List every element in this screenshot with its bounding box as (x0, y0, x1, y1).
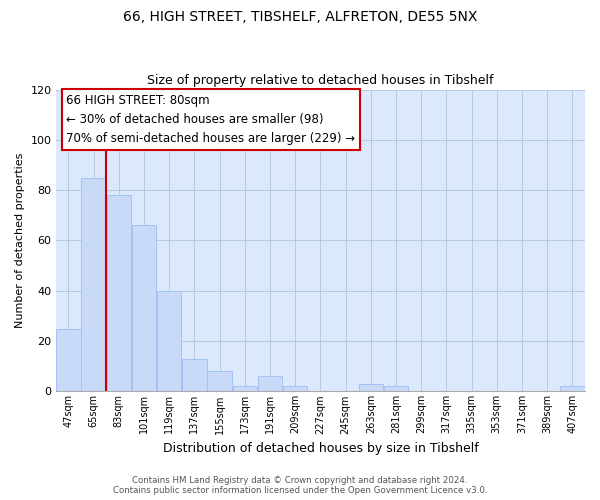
X-axis label: Distribution of detached houses by size in Tibshelf: Distribution of detached houses by size … (163, 442, 478, 455)
Bar (359, 384, 383, 392)
Bar (384, 386, 408, 392)
Bar (258, 376, 282, 392)
Y-axis label: Number of detached properties: Number of detached properties (15, 153, 25, 328)
Bar (208, 372, 232, 392)
Text: 66, HIGH STREET, TIBSHELF, ALFRETON, DE55 5NX: 66, HIGH STREET, TIBSHELF, ALFRETON, DE5… (123, 10, 477, 24)
Bar (157, 291, 181, 392)
Bar (107, 195, 131, 392)
Text: Contains HM Land Registry data © Crown copyright and database right 2024.
Contai: Contains HM Land Registry data © Crown c… (113, 476, 487, 495)
Bar (283, 386, 307, 392)
Bar (132, 226, 156, 392)
Title: Size of property relative to detached houses in Tibshelf: Size of property relative to detached ho… (147, 74, 494, 87)
Bar (560, 386, 584, 392)
Text: 66 HIGH STREET: 80sqm
← 30% of detached houses are smaller (98)
70% of semi-deta: 66 HIGH STREET: 80sqm ← 30% of detached … (67, 94, 356, 145)
Bar (82, 178, 106, 392)
Bar (182, 358, 206, 392)
Bar (56, 328, 80, 392)
Bar (233, 386, 257, 392)
